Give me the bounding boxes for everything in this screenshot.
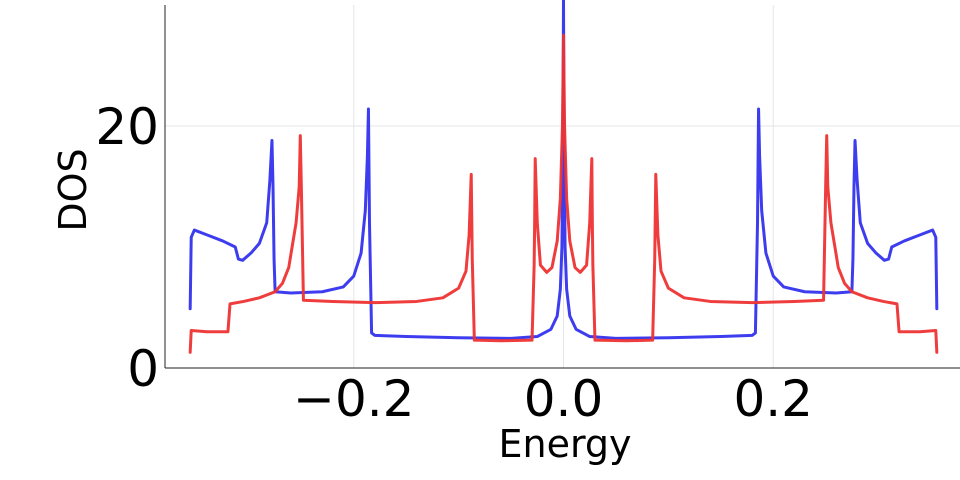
tick-labels: −0.2 0.0 0.2 0 20	[95, 98, 813, 428]
x-tick-label: 0.2	[733, 370, 813, 428]
y-axis-label: DOS	[51, 148, 95, 231]
x-tick-label: 0.0	[524, 370, 604, 428]
dos-series-line-2	[188, 33, 939, 354]
dos-series-line-1	[188, 0, 939, 340]
series-lines	[188, 0, 939, 354]
x-tick-label: −0.2	[293, 370, 414, 428]
y-tick-label: 20	[95, 98, 159, 156]
y-tick-label: 0	[127, 340, 159, 398]
axes	[164, 5, 960, 369]
x-axis-label: Energy	[498, 422, 631, 466]
